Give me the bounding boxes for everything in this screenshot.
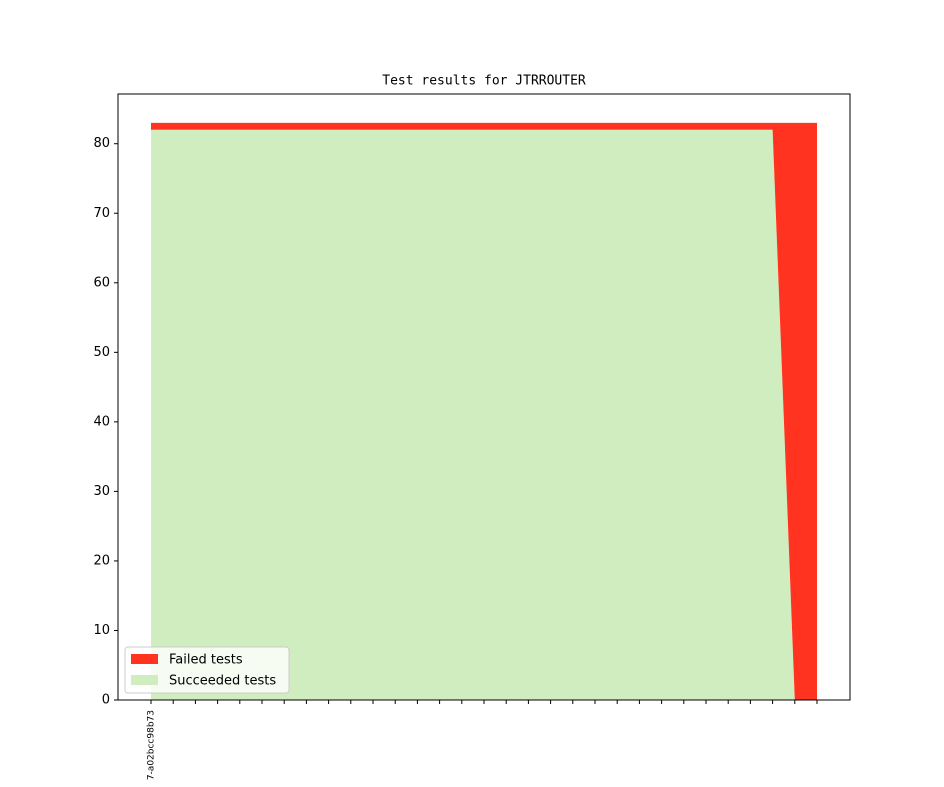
- chart-title: Test results for JTRROUTER: [382, 74, 586, 89]
- x-tick-label: 7-a02bcc98b73: [147, 710, 157, 780]
- area: [151, 129, 817, 700]
- legend-box: [124, 646, 290, 694]
- legend-label: Failed tests: [169, 653, 243, 668]
- y-tick-label: 30: [93, 484, 110, 499]
- legend-label: Succeeded tests: [169, 674, 276, 689]
- y-tick-label: 60: [93, 275, 110, 290]
- y-tick-label: 40: [93, 414, 110, 429]
- y-tick-label: 20: [93, 553, 110, 568]
- legend-swatch: [131, 675, 158, 685]
- y-tick-label: 70: [93, 206, 110, 221]
- legend: Failed tests Succeeded tests: [124, 646, 290, 694]
- y-tick-label: 10: [93, 623, 110, 638]
- y-tick-label: 50: [93, 345, 110, 360]
- y-tick-label: 0: [102, 693, 110, 708]
- legend-swatch: [131, 654, 158, 664]
- y-tick-label: 80: [93, 136, 110, 151]
